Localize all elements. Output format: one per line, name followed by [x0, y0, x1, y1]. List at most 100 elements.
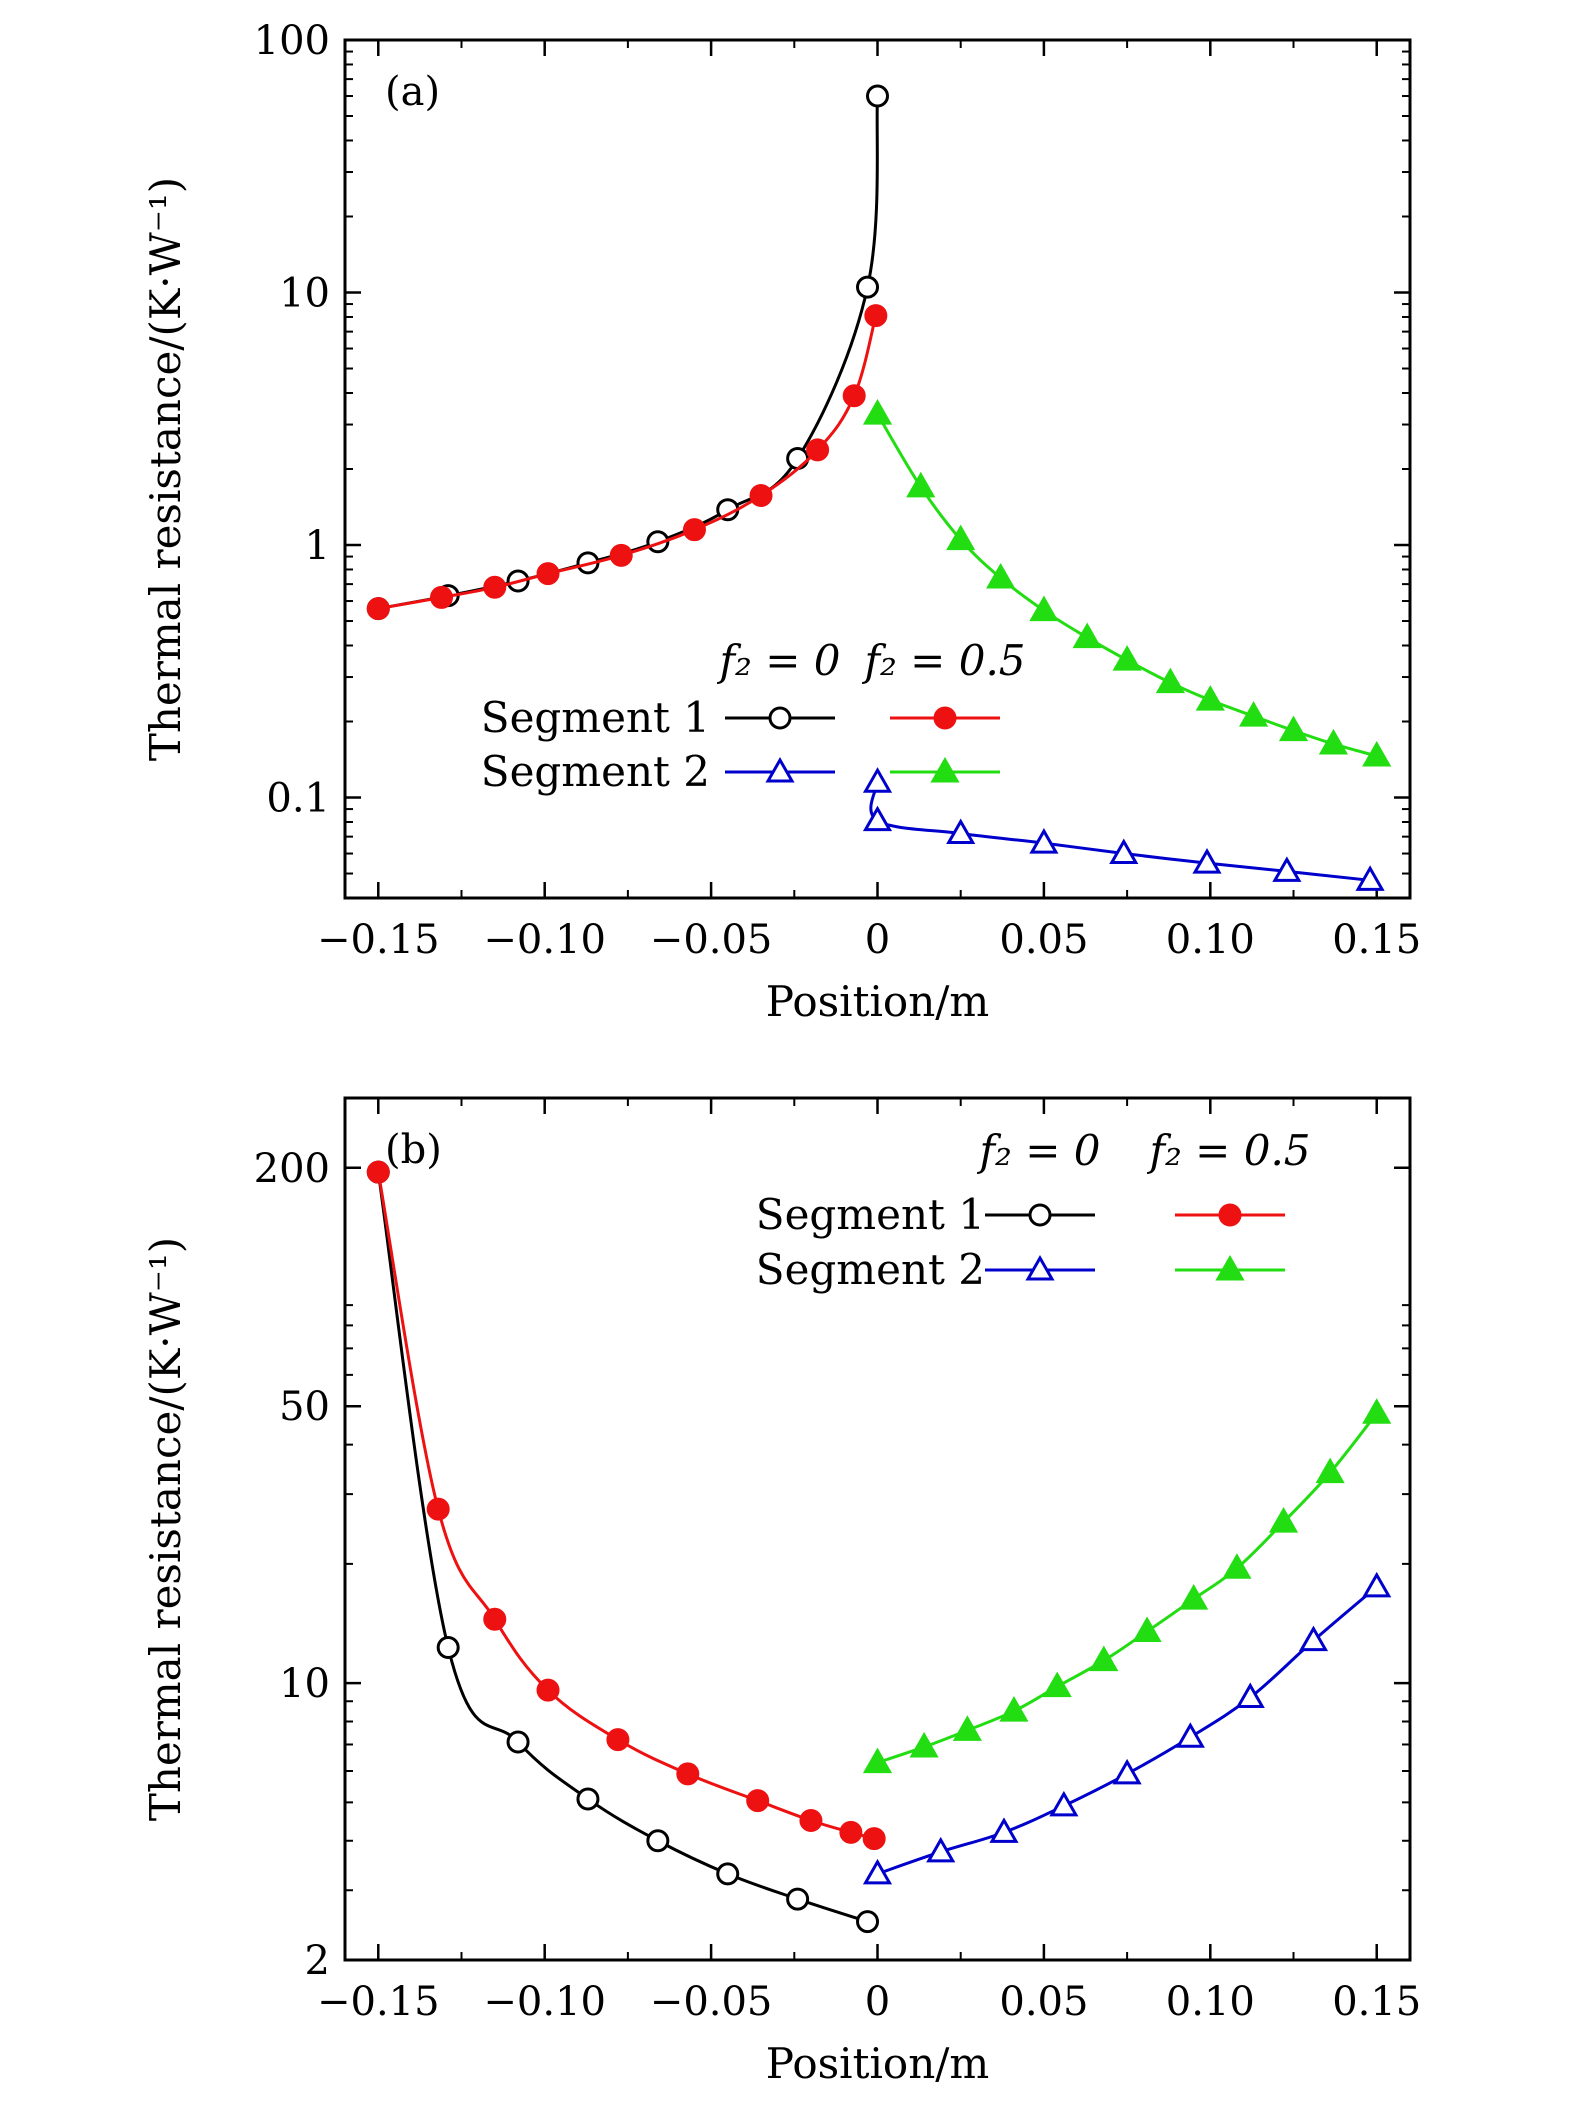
x-tick-label: 0.05 — [999, 1979, 1088, 2025]
data-point — [786, 447, 810, 471]
data-point — [862, 1858, 893, 1885]
y-tick-label: 0.1 — [266, 776, 330, 822]
data-point — [749, 484, 773, 508]
series-line — [877, 1585, 1378, 1876]
y-axis-label: Thermal resistance/(K·W⁻¹) — [141, 1237, 190, 1821]
data-point — [856, 1910, 880, 1934]
x-tick-label: −0.10 — [483, 1979, 606, 2025]
data-point — [430, 585, 454, 609]
data-point — [1109, 838, 1139, 865]
data-point — [1235, 1682, 1265, 1708]
data-point — [746, 1789, 770, 1813]
x-tick-label: 0 — [865, 1979, 890, 2025]
series-3 — [862, 1571, 1392, 1885]
data-point — [1049, 1790, 1079, 1817]
x-tick-label: 0.10 — [1166, 1979, 1255, 2025]
y-tick-label: 10 — [279, 271, 330, 317]
panel-label: (a) — [385, 69, 440, 115]
data-point — [536, 1678, 560, 1702]
x-tick-label: 0.15 — [1332, 1979, 1421, 2025]
data-point — [1132, 1616, 1162, 1642]
legend-marker — [933, 706, 957, 730]
data-point — [862, 1827, 886, 1851]
x-tick-label: 0.10 — [1166, 917, 1255, 963]
legend-row-label: Segment 2 — [756, 1245, 985, 1294]
data-point — [786, 1887, 810, 1911]
data-point — [606, 1728, 630, 1752]
legend-marker — [1215, 1254, 1245, 1281]
data-point — [609, 543, 633, 567]
data-point — [909, 1731, 939, 1758]
legend-column-header: f₂ = 0.5 — [1146, 1126, 1310, 1175]
x-tick-label: −0.05 — [650, 917, 773, 963]
data-point — [426, 1497, 450, 1521]
series-line — [378, 95, 879, 611]
legend-marker — [1218, 1203, 1242, 1227]
data-point — [1315, 1457, 1345, 1484]
data-point — [1362, 1398, 1392, 1424]
data-point — [1042, 1671, 1072, 1698]
data-point — [1362, 740, 1392, 767]
chart-panel-2: −0.15 −0.10 −0.05 0 0.05 0.10 0.15 2 10 50 200 Posi… — [141, 1096, 1421, 2088]
data-point — [946, 818, 976, 845]
x-tick-label: −0.10 — [483, 917, 606, 963]
data-point — [999, 1696, 1029, 1722]
data-point — [799, 1808, 823, 1832]
data-point — [506, 1730, 530, 1754]
data-point — [1029, 595, 1059, 622]
data-point — [856, 275, 880, 299]
data-point — [1179, 1584, 1209, 1610]
data-point — [576, 1787, 600, 1811]
legend-row-label: Segment 1 — [756, 1190, 985, 1239]
x-axis-label: Position/m — [766, 977, 989, 1026]
x-tick-label: −0.15 — [317, 917, 440, 963]
data-point — [864, 304, 888, 328]
data-point — [986, 563, 1016, 589]
data-point — [1175, 1722, 1205, 1748]
data-point — [1072, 622, 1102, 649]
legend-row-label: Segment 1 — [481, 693, 710, 742]
y-axis-label: Thermal resistance/(K·W⁻¹) — [141, 177, 190, 761]
legend-marker — [930, 756, 960, 783]
y-tick-label: 10 — [279, 1661, 330, 1707]
chart-panel-1: −0.15 −0.10 −0.05 0 0.05 0.10 0.15 0.1 1 10 100 Pos… — [141, 18, 1421, 1026]
data-point — [946, 524, 976, 551]
y-tick-label: 50 — [279, 1384, 330, 1430]
data-point — [866, 84, 889, 108]
data-point — [1362, 1571, 1392, 1598]
data-point — [682, 518, 706, 542]
data-point — [1195, 685, 1225, 711]
data-point — [839, 1820, 863, 1844]
legend-row-label: Segment 2 — [481, 747, 710, 796]
data-point — [1029, 828, 1059, 854]
data-point — [1222, 1553, 1252, 1579]
series-4 — [862, 1398, 1392, 1774]
x-tick-label: 0.05 — [999, 917, 1088, 963]
data-point — [1192, 848, 1222, 874]
data-point — [483, 1607, 507, 1631]
legend: f₂ = 0 f₂ = 0.5 Segment 1 Segment 2 — [756, 1126, 1311, 1294]
data-point — [906, 471, 936, 498]
data-point — [483, 575, 507, 599]
data-point — [862, 1747, 893, 1774]
legend-marker — [1025, 1254, 1055, 1281]
data-point — [1318, 728, 1349, 755]
legend: f₂ = 0 f₂ = 0.5 Segment 1 Segment 2 — [481, 636, 1026, 796]
legend-column-header: f₂ = 0 — [977, 1126, 1101, 1175]
y-tick-label: 100 — [254, 18, 330, 64]
legend-column-header: f₂ = 0 — [717, 636, 841, 685]
series-line — [869, 781, 1371, 882]
series-line — [376, 1171, 868, 1924]
data-point — [1238, 701, 1269, 727]
data-point — [842, 384, 866, 408]
data-point — [1355, 865, 1385, 891]
data-point — [536, 562, 560, 586]
data-point — [1112, 1758, 1142, 1785]
series-2 — [366, 1160, 886, 1851]
legend-marker — [768, 706, 792, 730]
legend-marker — [765, 756, 795, 783]
data-point — [989, 1817, 1019, 1843]
y-tick-label: 200 — [254, 1146, 330, 1192]
data-point — [1272, 856, 1302, 882]
series-3 — [862, 767, 1385, 891]
